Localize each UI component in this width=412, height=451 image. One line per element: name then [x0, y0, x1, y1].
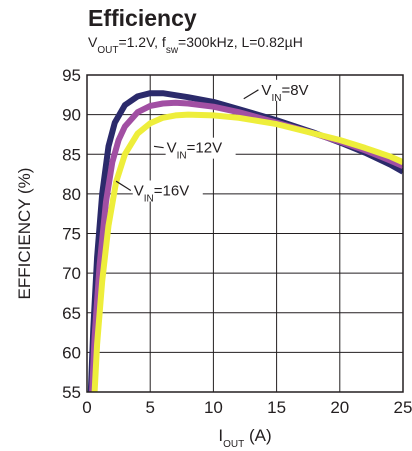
y-tick-label: 85: [62, 145, 81, 164]
plot-frame: [86, 74, 404, 393]
callout-leader: [115, 180, 132, 191]
series-label-vin-12v: VIN=12V: [167, 140, 222, 162]
y-tick-label: 55: [62, 383, 81, 402]
y-axis-label: EFFICIENCY (%): [15, 168, 34, 300]
callout-subscript: IN: [271, 92, 281, 103]
x-tick-label: 5: [145, 398, 154, 417]
grid-lines: [87, 75, 403, 392]
x-tick-label: 0: [82, 398, 91, 417]
callout-text: V: [134, 182, 144, 199]
y-tick-label: 70: [62, 264, 81, 283]
y-tick-label: 60: [62, 343, 81, 362]
callout-text: V: [261, 82, 271, 99]
y-tick-label: 80: [62, 185, 81, 204]
y-tick-label: 90: [62, 106, 81, 125]
subtitle-text: V: [88, 34, 98, 50]
callout-background: [260, 79, 331, 101]
x-tick-label: 10: [204, 398, 223, 417]
callout-subscript: IN: [144, 193, 154, 204]
callout-background: [165, 137, 236, 159]
subtitle-text: =1.2V, f: [118, 34, 165, 50]
callout-subscript: IN: [177, 150, 187, 161]
subtitle-subscript: sw: [166, 45, 179, 56]
x-axis-label-text: I: [218, 426, 223, 445]
series-layer: [87, 90, 403, 392]
x-tick-label: 15: [267, 398, 286, 417]
y-tick-label: 95: [62, 66, 81, 85]
y-tick-label: 75: [62, 225, 81, 244]
callout-leader: [153, 145, 164, 149]
callout-text: =8V: [281, 82, 308, 99]
series-line-vin-16v: [91, 111, 403, 392]
y-tick-labels: 55 60 65 70 75 80 85 90 95: [62, 66, 81, 402]
subtitle-text: =300kHz, L=0.82µH: [178, 34, 303, 50]
callout-text: =12V: [187, 140, 222, 157]
x-tick-label: 25: [394, 398, 412, 417]
chart-title: Efficiency: [88, 5, 197, 31]
series-label-vin-8v: VIN=8V: [261, 82, 308, 104]
series-label-vin-16v: VIN=16V: [134, 182, 189, 204]
y-tick-label: 65: [62, 304, 81, 323]
callout-text: V: [167, 140, 177, 157]
callout-background: [132, 180, 203, 202]
x-tick-labels: 0 5 10 15 20 25: [82, 398, 412, 417]
x-axis-label: IOUT (A): [218, 426, 271, 450]
x-axis-label-text: (A): [244, 426, 271, 445]
callout-leader: [243, 89, 259, 100]
subtitle-subscript: OUT: [97, 45, 118, 56]
x-tick-label: 20: [330, 398, 349, 417]
x-axis-label-subscript: OUT: [223, 439, 244, 450]
chart-subtitle: VOUT=1.2V, fsw=300kHz, L=0.82µH: [88, 34, 303, 56]
callout-text: =16V: [154, 182, 189, 199]
